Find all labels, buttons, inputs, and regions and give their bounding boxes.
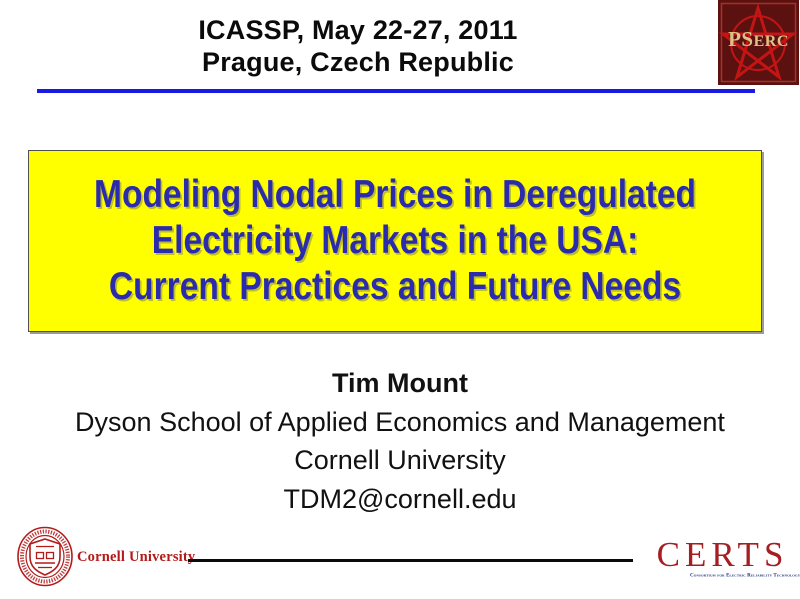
title-line-1: Modeling Nodal Prices in Deregulated: [94, 173, 696, 216]
conference-location: Prague, Czech Republic: [202, 47, 514, 77]
author-name: Tim Mount: [332, 368, 468, 398]
author-university: Cornell University: [294, 445, 506, 475]
conference-header: ICASSP, May 22-27, 2011 Prague, Czech Re…: [0, 14, 716, 78]
certs-logo: CERTS Consortium for Electric Reliabilit…: [645, 535, 800, 587]
conference-name-date: ICASSP, May 22-27, 2011: [198, 15, 518, 45]
header-divider: [37, 89, 755, 93]
title-box: Modeling Nodal Prices in Deregulated Ele…: [28, 150, 762, 332]
pserc-wordmark: PSERC: [718, 27, 799, 54]
author-affiliation: Dyson School of Applied Economics and Ma…: [75, 406, 725, 437]
cornell-wordmark: Cornell University: [77, 549, 196, 565]
pserc-wordmark-major: PS: [728, 27, 754, 51]
author-block: Tim Mount Dyson School of Applied Econom…: [0, 364, 800, 518]
certs-wordmark: CERTS: [656, 535, 789, 574]
certs-tagline: Consortium for Electric Reliability Tech…: [689, 572, 800, 578]
title-line-2: Electricity Markets in the USA:: [151, 219, 639, 262]
title-line-3: Current Practices and Future Needs: [108, 265, 682, 308]
pserc-star-icon: [718, 2, 798, 83]
footer-divider: [188, 559, 633, 562]
pserc-wordmark-minor: ERC: [753, 33, 789, 50]
cornell-seal-icon: [17, 526, 73, 587]
author-email: TDM2@cornell.edu: [283, 483, 517, 514]
pserc-logo: PSERC: [718, 0, 799, 85]
